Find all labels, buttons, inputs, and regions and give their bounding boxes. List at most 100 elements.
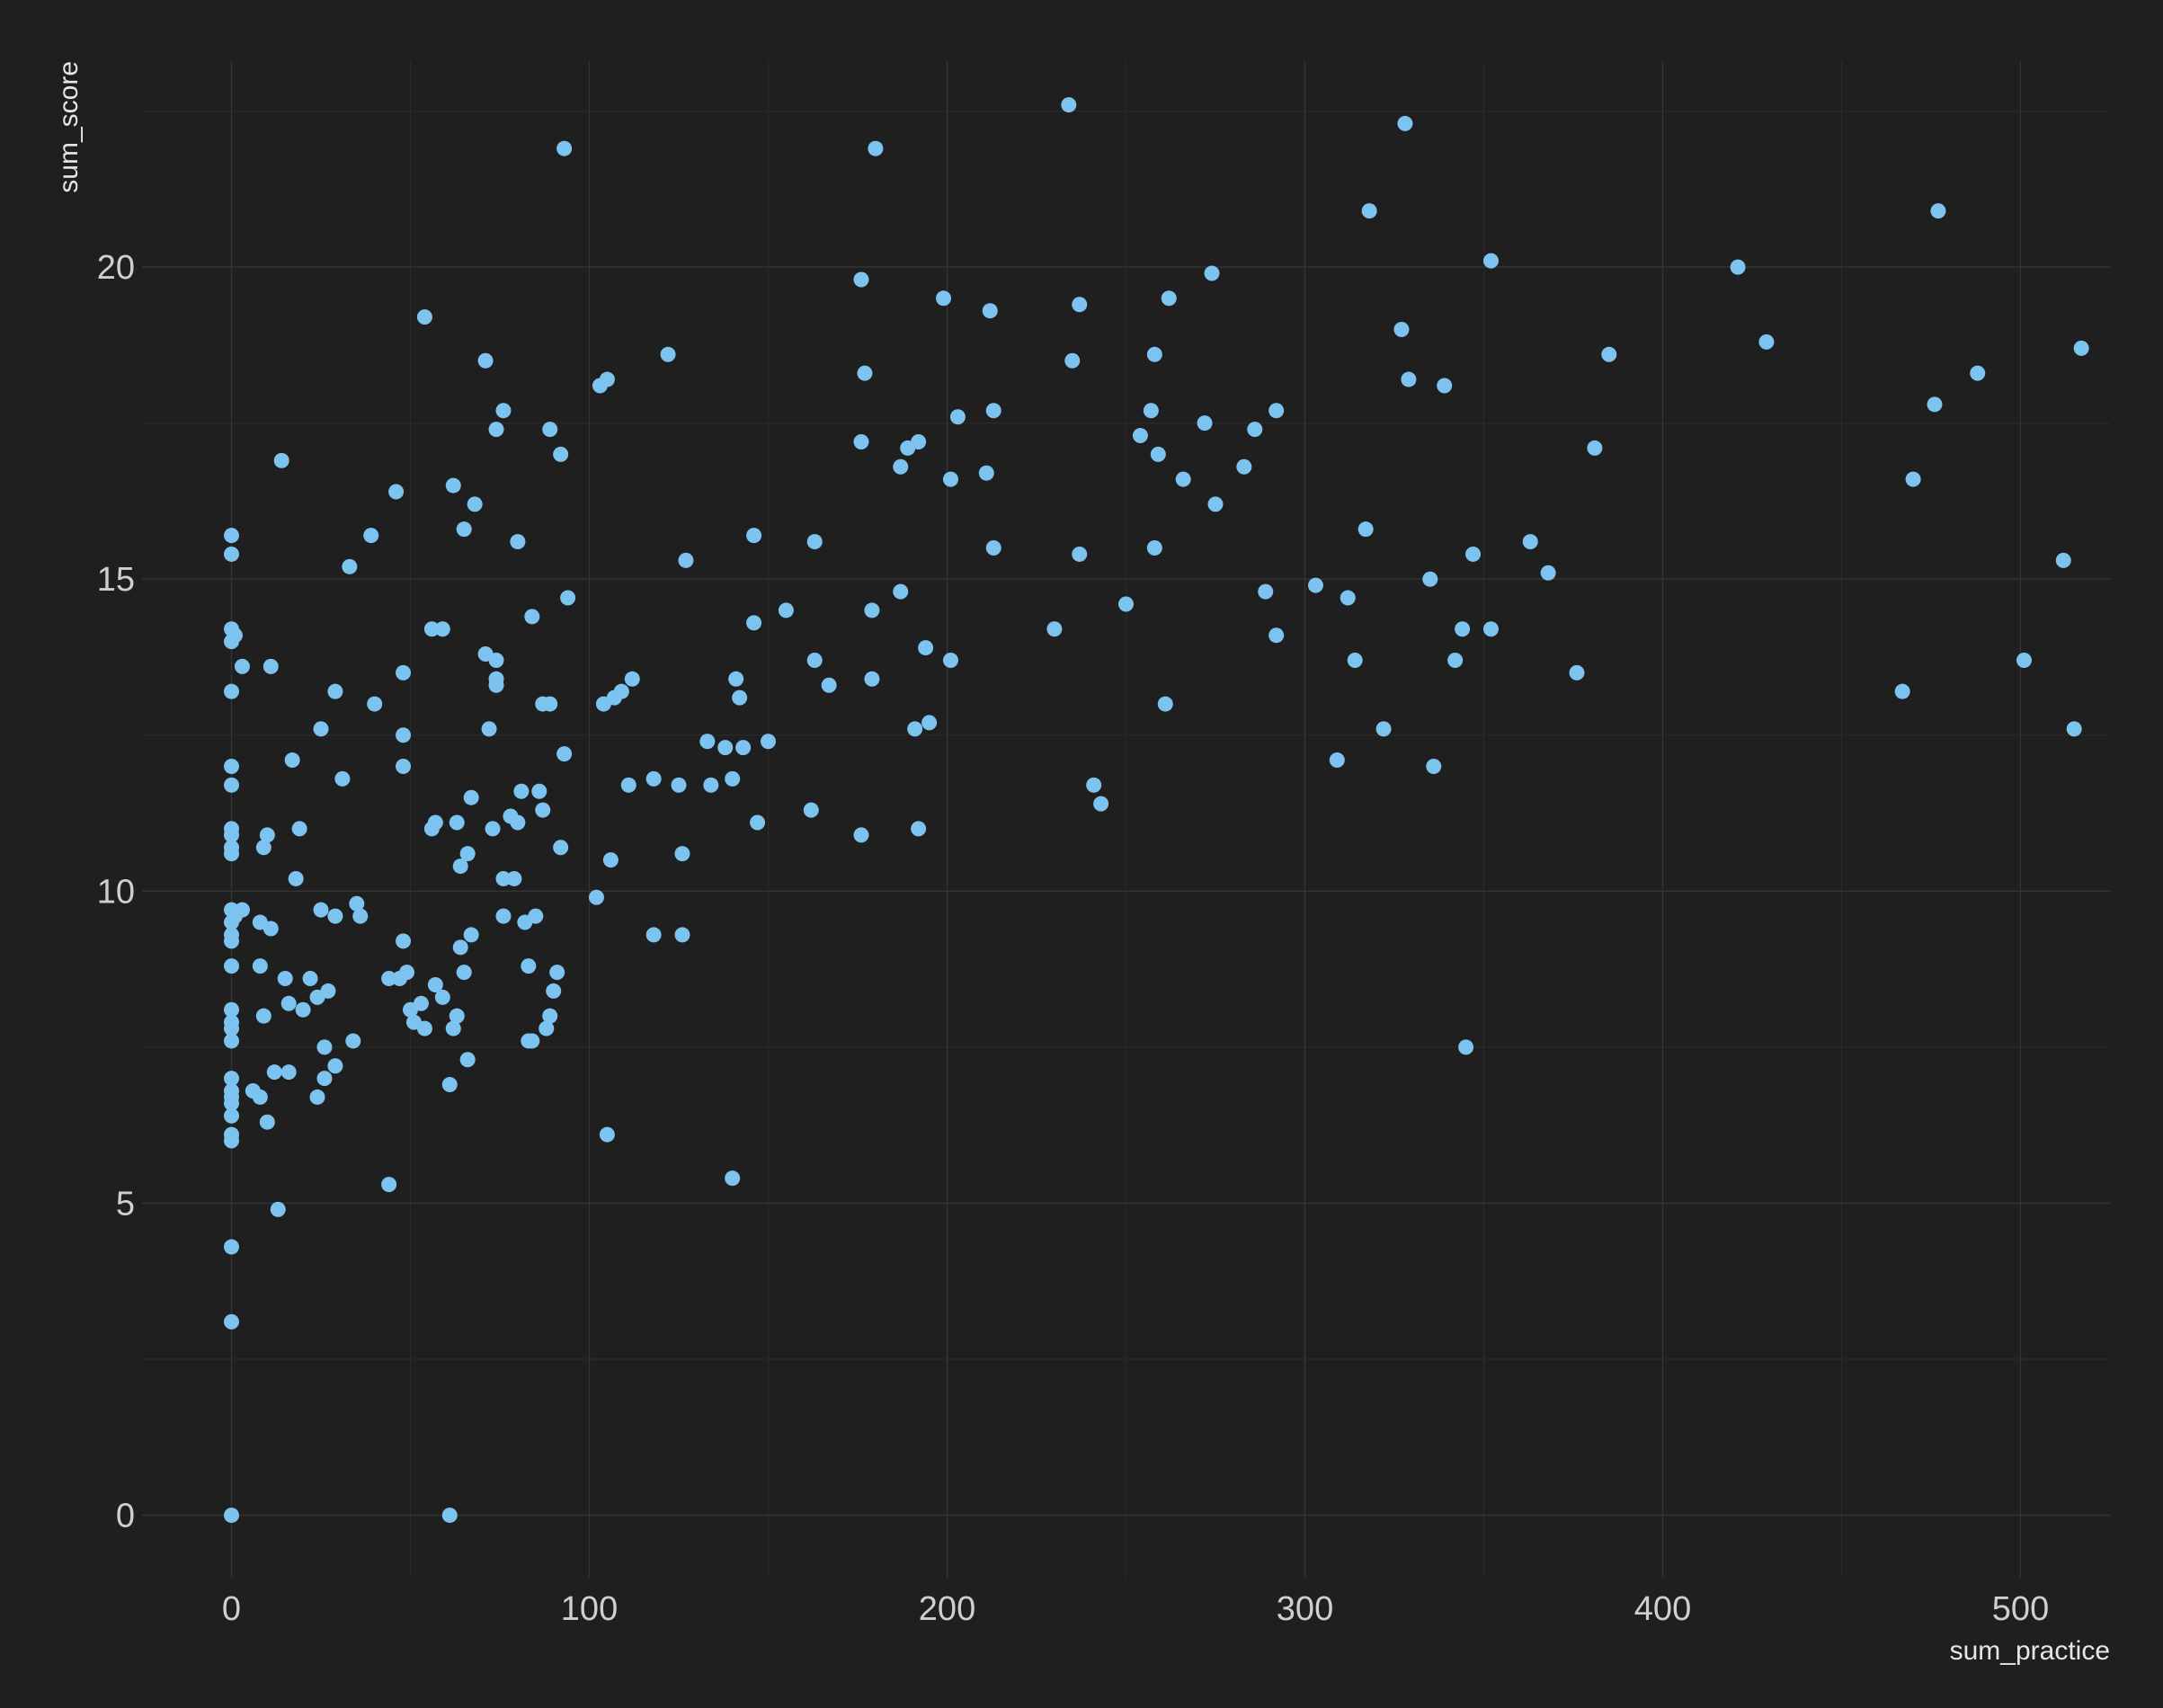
data-point bbox=[660, 346, 676, 362]
data-point bbox=[1268, 627, 1285, 644]
data-point bbox=[602, 852, 619, 868]
x-tick-label: 400 bbox=[1634, 1590, 1691, 1628]
data-point bbox=[735, 740, 752, 756]
data-point bbox=[1458, 1039, 1474, 1055]
data-point bbox=[463, 789, 479, 805]
data-point bbox=[477, 352, 494, 369]
data-point bbox=[459, 846, 476, 862]
data-point bbox=[703, 777, 719, 793]
data-point bbox=[1204, 265, 1220, 281]
data-point bbox=[1930, 203, 1946, 219]
data-point bbox=[521, 958, 537, 974]
data-point bbox=[1197, 415, 1213, 431]
data-point bbox=[234, 658, 250, 674]
data-point bbox=[1465, 546, 1482, 562]
data-point bbox=[1730, 259, 1746, 275]
data-point bbox=[488, 652, 504, 668]
data-point bbox=[1072, 297, 1088, 313]
x-tick-label: 300 bbox=[1277, 1590, 1333, 1628]
data-point bbox=[560, 590, 576, 606]
data-point bbox=[1447, 652, 1464, 668]
data-point bbox=[280, 995, 297, 1011]
y-tick-label: 20 bbox=[97, 249, 135, 287]
data-point bbox=[1905, 471, 1921, 487]
x-tick-label: 500 bbox=[1992, 1590, 2049, 1628]
data-point bbox=[1522, 534, 1538, 550]
data-point bbox=[546, 983, 562, 999]
data-point bbox=[224, 758, 239, 774]
data-point bbox=[864, 671, 880, 687]
data-point bbox=[1393, 322, 1410, 338]
data-point bbox=[485, 821, 501, 837]
data-point bbox=[510, 534, 526, 550]
data-point bbox=[327, 1058, 343, 1074]
data-point bbox=[309, 1089, 325, 1105]
data-point bbox=[599, 371, 615, 387]
data-point bbox=[1118, 596, 1134, 612]
data-point bbox=[531, 783, 547, 799]
x-tick-label: 0 bbox=[222, 1590, 241, 1628]
data-point bbox=[1086, 777, 1102, 793]
data-point bbox=[1540, 565, 1556, 581]
data-point bbox=[263, 921, 279, 937]
data-point bbox=[224, 1001, 239, 1018]
data-point bbox=[495, 403, 512, 419]
data-point bbox=[539, 1020, 555, 1036]
data-point bbox=[427, 976, 443, 992]
data-point bbox=[1482, 621, 1499, 637]
data-point bbox=[224, 1033, 239, 1049]
data-point bbox=[732, 689, 748, 706]
data-point bbox=[456, 965, 472, 981]
data-point bbox=[224, 927, 239, 943]
data-point bbox=[1894, 683, 1910, 699]
data-point bbox=[224, 1126, 239, 1143]
data-point bbox=[728, 671, 744, 687]
data-point bbox=[1375, 721, 1392, 737]
data-point bbox=[434, 621, 450, 637]
data-point bbox=[327, 683, 343, 699]
data-point bbox=[674, 927, 690, 943]
data-point bbox=[224, 1108, 239, 1124]
data-point bbox=[449, 814, 465, 831]
data-point bbox=[750, 814, 766, 831]
data-point bbox=[1175, 471, 1191, 487]
data-point bbox=[717, 740, 734, 756]
data-point bbox=[645, 927, 662, 943]
data-point bbox=[427, 814, 443, 831]
data-point bbox=[1146, 346, 1162, 362]
data-point bbox=[542, 422, 558, 438]
data-point bbox=[778, 602, 794, 618]
minor-gridlines bbox=[142, 61, 2110, 1578]
data-point bbox=[671, 777, 687, 793]
data-point bbox=[396, 758, 412, 774]
data-point bbox=[1455, 621, 1471, 637]
data-point bbox=[252, 958, 268, 974]
y-tick-label: 0 bbox=[116, 1498, 135, 1535]
data-point bbox=[320, 983, 336, 999]
data-point bbox=[1247, 422, 1263, 438]
data-point bbox=[806, 534, 823, 550]
data-point bbox=[1157, 696, 1173, 712]
data-point bbox=[1397, 115, 1413, 131]
data-point bbox=[381, 971, 397, 987]
data-point bbox=[345, 1033, 361, 1049]
data-point bbox=[252, 1089, 268, 1105]
data-point bbox=[1307, 577, 1323, 593]
data-point bbox=[588, 889, 604, 905]
data-point bbox=[291, 821, 307, 837]
data-point bbox=[857, 365, 873, 381]
data-point bbox=[556, 140, 573, 156]
data-point bbox=[868, 140, 884, 156]
data-point bbox=[1437, 378, 1453, 394]
data-point bbox=[449, 1008, 465, 1024]
data-point bbox=[806, 652, 823, 668]
data-point bbox=[302, 971, 318, 987]
data-point bbox=[542, 696, 558, 712]
data-point bbox=[413, 995, 429, 1011]
data-point bbox=[259, 1114, 275, 1130]
data-point bbox=[313, 721, 329, 737]
data-point bbox=[255, 840, 271, 856]
data-point bbox=[224, 1082, 239, 1099]
data-point bbox=[1046, 621, 1063, 637]
